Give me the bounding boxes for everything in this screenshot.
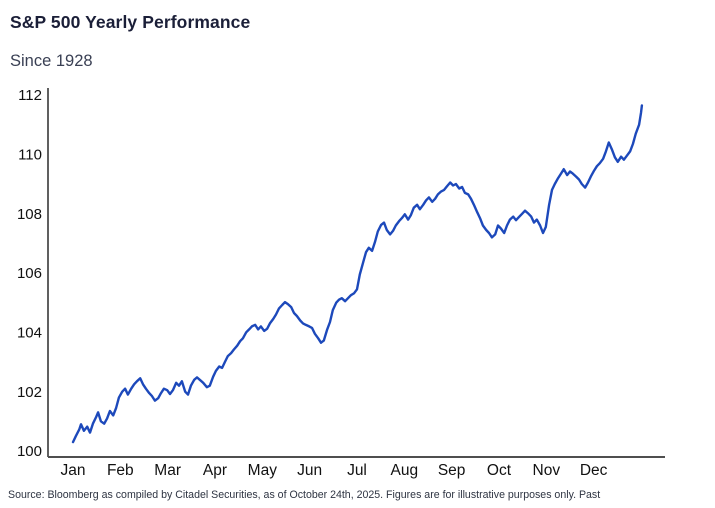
- x-axis-tick-label: Sep: [438, 462, 466, 479]
- x-axis-tick-label: Jun: [297, 462, 322, 479]
- y-axis-tick-label: 110: [18, 147, 42, 164]
- x-axis-tick-label: Oct: [487, 462, 512, 479]
- page-subtitle: Since 1928: [10, 52, 93, 70]
- y-axis-tick-label: 112: [18, 87, 42, 104]
- x-axis-tick-label: Feb: [107, 462, 134, 479]
- x-axis-tick-label: Jul: [347, 462, 367, 479]
- x-axis-tick-label: Aug: [391, 462, 419, 479]
- x-axis-tick-label: Apr: [203, 462, 227, 479]
- y-axis-tick-label: 108: [17, 206, 42, 223]
- x-axis-tick-label: Jan: [61, 462, 86, 479]
- page-title: S&P 500 Yearly Performance: [10, 12, 251, 32]
- y-axis-tick-label: 104: [17, 325, 42, 342]
- x-axis-tick-label: Mar: [154, 462, 181, 479]
- x-axis-tick-label: Nov: [533, 462, 561, 479]
- x-axis-tick-label: May: [248, 462, 278, 479]
- sp500-performance-line: [71, 104, 644, 444]
- source-footnote: Source: Bloomberg as compiled by Citadel…: [8, 489, 601, 501]
- y-axis-tick-label: 102: [17, 384, 42, 401]
- y-axis-tick-label: 100: [17, 443, 42, 460]
- y-axis-tick-label: 106: [17, 265, 42, 282]
- x-axis-tick-label: Dec: [580, 462, 608, 479]
